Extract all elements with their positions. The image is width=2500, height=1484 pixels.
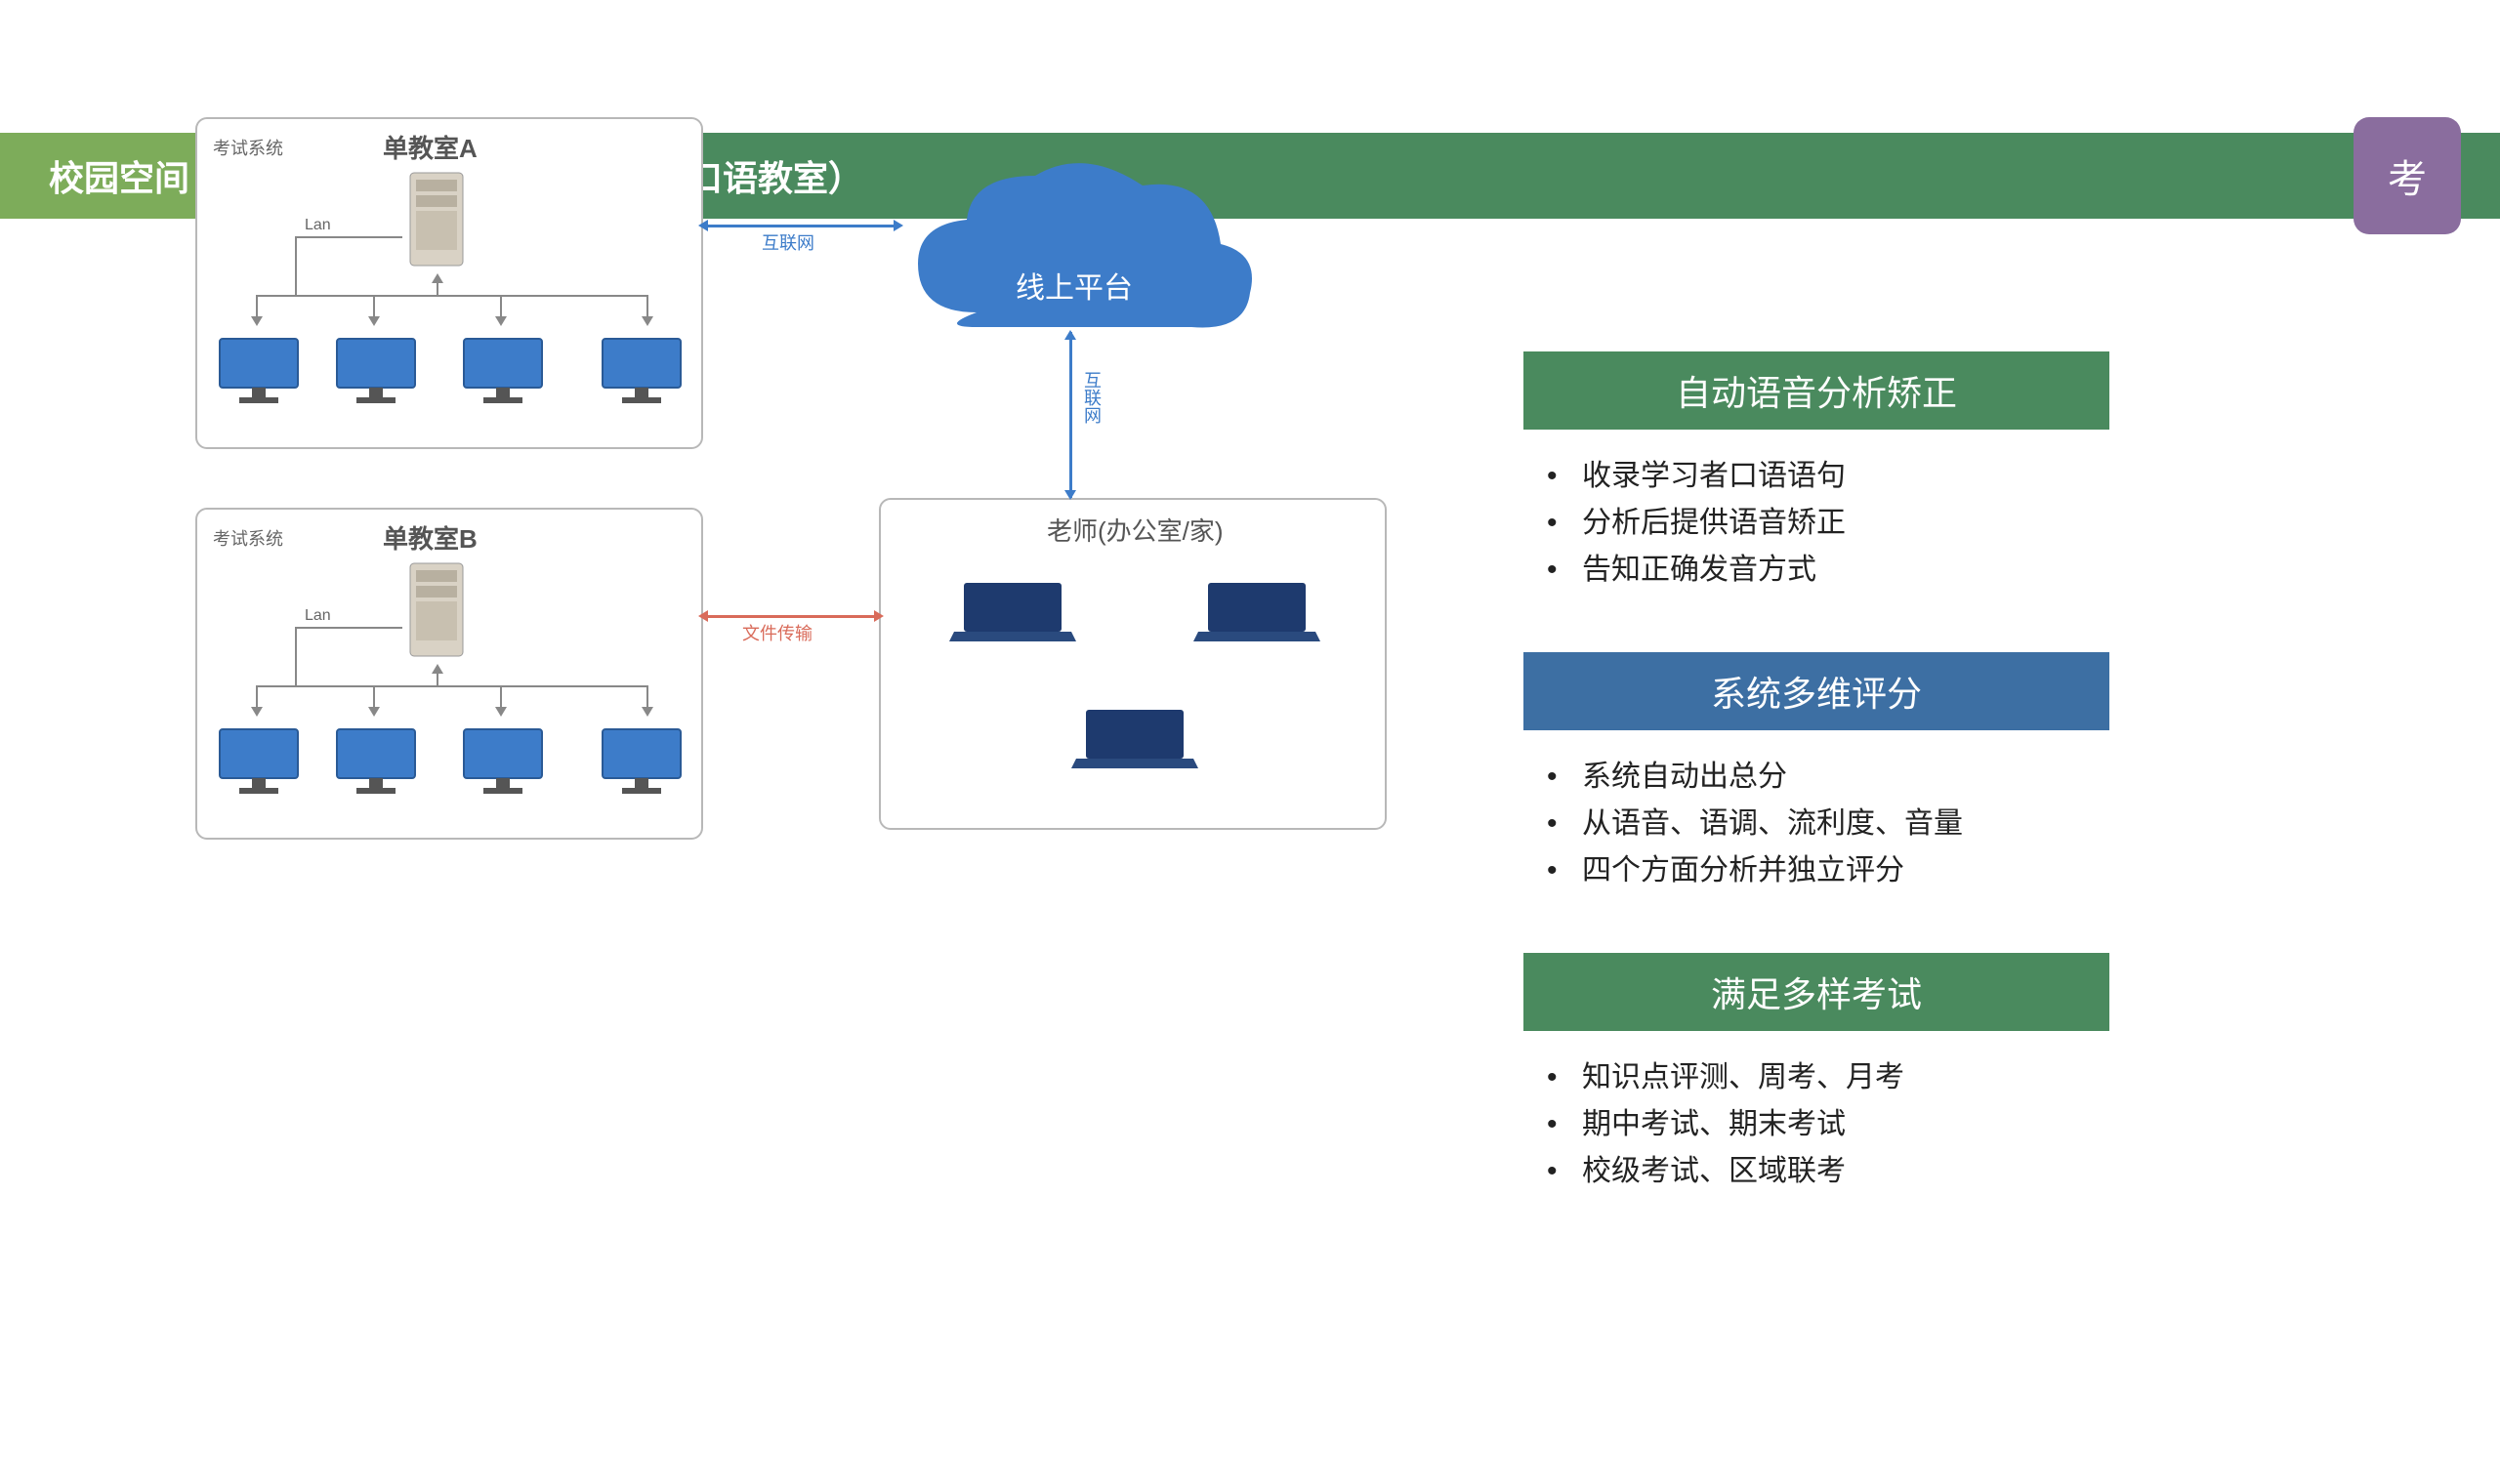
lan-label-a: Lan <box>305 217 331 234</box>
classroom-a-box: 考试系统 单教室A Lan <box>195 117 703 449</box>
monitor-icon <box>332 724 420 798</box>
monitor-icon <box>598 334 686 407</box>
server-icon <box>402 558 471 666</box>
features-panel: 自动语音分析矫正 收录学习者口语语句 分析后提供语音矫正 告知正确发音方式 系统… <box>1523 351 2109 1254</box>
feature-title-2: 系统多维评分 <box>1523 652 2109 730</box>
feature-item: 校级考试、区域联考 <box>1582 1148 2109 1195</box>
teacher-box-title: 老师(办公室/家) <box>1047 512 1224 548</box>
feature-item: 分析后提供语音矫正 <box>1582 500 2109 547</box>
lan-label-b: Lan <box>305 607 331 625</box>
classroom-b-box: 考试系统 单教室B Lan <box>195 508 703 840</box>
monitor-icon <box>332 334 420 407</box>
feature-items-1: 收录学习者口语语句 分析后提供语音矫正 告知正确发音方式 <box>1523 453 2109 594</box>
conn-cloud-teacher <box>1069 332 1072 498</box>
feature-block-3: 满足多样考试 知识点评测、周考、月考 期中考试、期末考试 校级考试、区域联考 <box>1523 953 2109 1195</box>
monitor-icon <box>598 724 686 798</box>
teacher-box: 老师(办公室/家) <box>879 498 1387 830</box>
cloud-icon: 线上平台 <box>879 137 1270 381</box>
laptop-icon <box>949 578 1076 646</box>
conn-b-teacher <box>703 615 879 618</box>
laptop-icon <box>1193 578 1320 646</box>
feature-items-3: 知识点评测、周考、月考 期中考试、期末考试 校级考试、区域联考 <box>1523 1054 2109 1195</box>
cloud-label: 线上平台 <box>879 264 1270 307</box>
classroom-b-title: 单教室B <box>383 519 478 556</box>
feature-item: 系统自动出总分 <box>1582 754 2109 801</box>
feature-block-1: 自动语音分析矫正 收录学习者口语语句 分析后提供语音矫正 告知正确发音方式 <box>1523 351 2109 594</box>
architecture-diagram: 考试系统 单教室A Lan 考试系统 单教室B Lan <box>195 78 1562 957</box>
internet-label-2: 互联网 <box>1079 371 1104 424</box>
feature-item: 收录学习者口语语句 <box>1582 453 2109 500</box>
feature-item: 期中考试、期末考试 <box>1582 1101 2109 1148</box>
monitor-icon <box>459 334 547 407</box>
classroom-a-title: 单教室A <box>383 129 478 165</box>
system-label-a: 考试系统 <box>213 135 283 160</box>
feature-item: 知识点评测、周考、月考 <box>1582 1054 2109 1101</box>
feature-items-2: 系统自动出总分 从语音、语调、流利度、音量 四个方面分析并独立评分 <box>1523 754 2109 894</box>
feature-item: 告知正确发音方式 <box>1582 547 2109 594</box>
badge: 考 <box>2354 117 2461 234</box>
laptop-icon <box>1071 705 1198 773</box>
conn-a-cloud <box>703 225 898 227</box>
feature-item: 四个方面分析并独立评分 <box>1582 847 2109 894</box>
monitor-icon <box>215 724 303 798</box>
feature-item: 从语音、语调、流利度、音量 <box>1582 801 2109 847</box>
feature-block-2: 系统多维评分 系统自动出总分 从语音、语调、流利度、音量 四个方面分析并独立评分 <box>1523 652 2109 894</box>
internet-label: 互联网 <box>762 229 814 255</box>
system-label-b: 考试系统 <box>213 525 283 551</box>
monitor-icon <box>215 334 303 407</box>
file-transfer-label: 文件传输 <box>742 620 812 645</box>
feature-title-3: 满足多样考试 <box>1523 953 2109 1031</box>
monitor-icon <box>459 724 547 798</box>
feature-title-1: 自动语音分析矫正 <box>1523 351 2109 430</box>
server-icon <box>402 168 471 275</box>
